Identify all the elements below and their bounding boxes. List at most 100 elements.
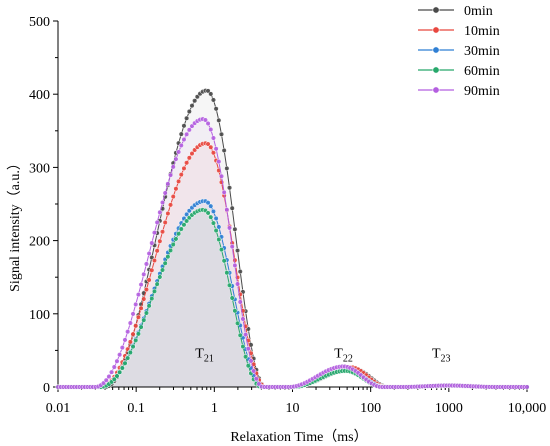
- data-point: [205, 210, 211, 216]
- series-fill-0min: [89, 90, 281, 387]
- data-point: [251, 368, 257, 374]
- data-point: [210, 208, 216, 214]
- data-point: [224, 270, 230, 276]
- data-point: [162, 190, 168, 196]
- data-point: [232, 262, 238, 268]
- data-point: [106, 374, 112, 380]
- data-point: [157, 209, 163, 215]
- data-point: [168, 172, 174, 178]
- data-point: [218, 173, 225, 179]
- data-point: [237, 332, 243, 338]
- legend-item-0min: 0min: [418, 4, 493, 19]
- data-point: [154, 219, 160, 225]
- data-point: [216, 236, 222, 243]
- data-point: [119, 345, 125, 351]
- data-point: [210, 135, 216, 141]
- data-point: [226, 185, 233, 191]
- data-point: [186, 108, 192, 115]
- data-point: [226, 225, 233, 231]
- data-point: [208, 203, 214, 209]
- series-60min: [55, 207, 530, 390]
- data-point: [146, 303, 152, 309]
- data-point: [111, 364, 117, 370]
- data-point: [237, 269, 243, 275]
- data-point: [524, 384, 530, 390]
- x-tick-label: 1000: [435, 401, 463, 416]
- data-point: [133, 323, 139, 329]
- data-point: [229, 295, 235, 301]
- data-point: [240, 343, 246, 350]
- data-point: [117, 352, 123, 358]
- data-point: [237, 299, 243, 305]
- data-point: [186, 155, 192, 161]
- data-point: [184, 218, 190, 224]
- data-point: [178, 172, 184, 178]
- series-90min: [55, 116, 530, 390]
- data-point: [151, 288, 158, 294]
- data-point: [127, 350, 133, 356]
- data-point: [243, 332, 249, 338]
- data-point: [235, 281, 241, 287]
- data-point: [224, 165, 230, 171]
- data-point: [170, 241, 176, 248]
- data-point: [235, 320, 241, 326]
- data-point: [138, 282, 144, 288]
- data-point: [109, 369, 115, 375]
- data-point: [221, 147, 227, 153]
- data-point: [235, 248, 241, 254]
- data-point: [170, 194, 176, 200]
- data-point: [119, 365, 125, 371]
- data-point: [151, 230, 158, 236]
- data-point: [178, 142, 184, 148]
- legend-label: 10min: [464, 24, 500, 39]
- series-fill-60min: [89, 209, 281, 387]
- data-point: [178, 131, 184, 137]
- data-point: [143, 287, 149, 293]
- data-point: [162, 260, 168, 266]
- data-point: [157, 238, 163, 244]
- data-point: [213, 106, 219, 112]
- annotations: T21 T22 T23: [195, 347, 450, 365]
- data-point: [221, 189, 227, 195]
- legend-item-90min: 90min: [418, 84, 500, 99]
- data-point: [122, 337, 128, 343]
- legend-marker: [432, 46, 440, 54]
- y-tick-label: 200: [29, 235, 50, 250]
- data-point: [178, 226, 184, 232]
- data-point: [159, 199, 166, 206]
- data-point: [130, 311, 136, 317]
- data-point: [189, 103, 195, 109]
- data-point: [213, 146, 219, 152]
- data-point: [208, 214, 214, 220]
- data-point: [216, 224, 222, 230]
- data-point: [114, 373, 120, 379]
- data-point: [114, 358, 120, 364]
- data-point: [245, 346, 251, 352]
- legend-item-10min: 10min: [418, 24, 500, 39]
- data-point: [173, 156, 179, 162]
- y-axis-title: Signal intensity（a.u.）: [7, 156, 23, 292]
- data-point: [181, 136, 187, 143]
- axes: 0 100 200 300 400 500 0.01 0.1 1 10 100 1000 10,000: [29, 15, 546, 416]
- data-point: [135, 331, 141, 337]
- data-point: [149, 240, 155, 246]
- data-point: [181, 165, 187, 171]
- data-point: [216, 159, 222, 165]
- data-point: [184, 211, 190, 217]
- data-point: [253, 376, 259, 382]
- data-point: [210, 220, 216, 226]
- legend-marker: [432, 66, 440, 74]
- data-point: [133, 301, 139, 307]
- data-point: [157, 274, 163, 280]
- peak-label-23: T23: [432, 347, 451, 365]
- data-point: [232, 257, 238, 263]
- peak-label-21: T21: [195, 347, 214, 365]
- peak-label-22: T22: [334, 347, 353, 365]
- y-tick-label: 500: [29, 15, 50, 30]
- data-point: [213, 215, 219, 221]
- data-point: [165, 210, 171, 217]
- data-point: [192, 98, 198, 104]
- legend: 0min 10min 30min 60min 90min: [418, 4, 500, 99]
- data-point: [184, 115, 190, 121]
